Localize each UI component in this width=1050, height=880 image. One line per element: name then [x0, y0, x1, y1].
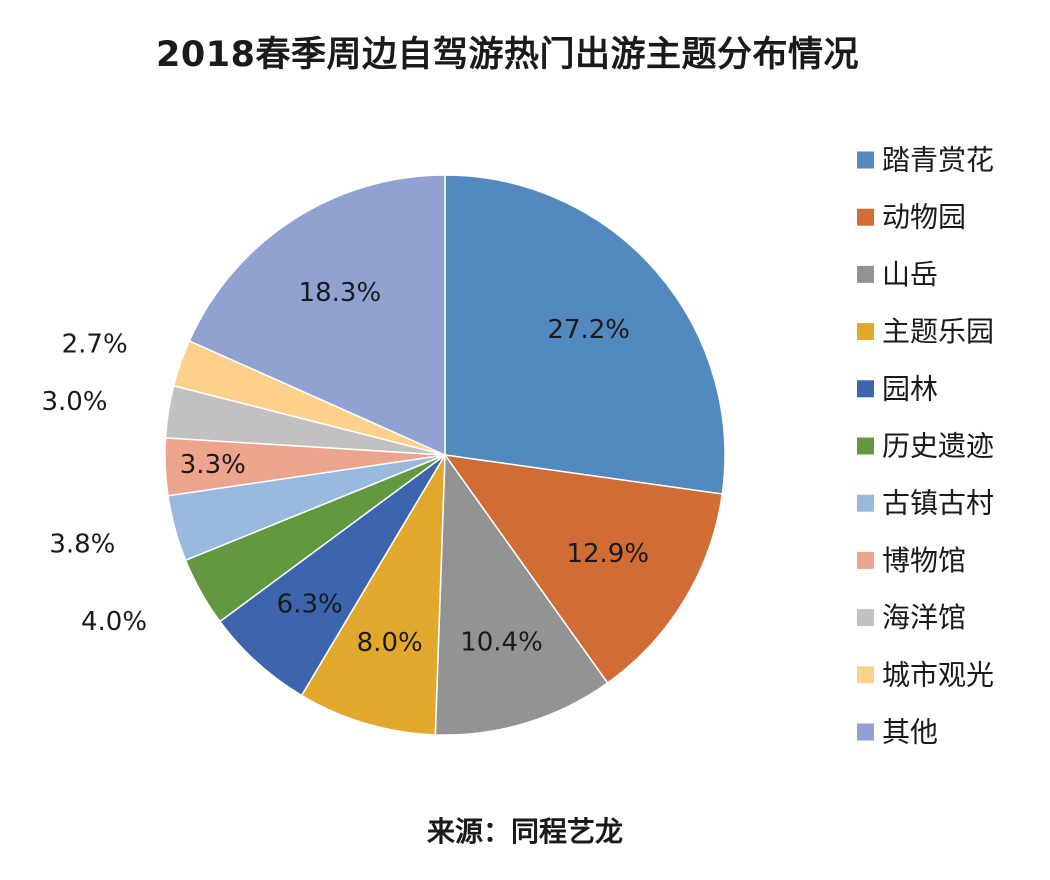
data-label-1: 27.2%	[547, 315, 630, 345]
legend-swatch-8	[857, 551, 874, 569]
legend-swatch-10	[857, 666, 874, 684]
data-label-3: 10.4%	[460, 628, 543, 658]
legend-label-9: 海洋馆	[882, 601, 966, 634]
legend-swatch-7	[857, 494, 874, 512]
data-label-6: 4.0%	[81, 607, 147, 637]
legend-swatch-3	[857, 265, 874, 283]
pie-slice-3	[434, 452, 609, 736]
legend-label-7: 古镇古村	[882, 487, 994, 520]
legend-swatch-1	[857, 151, 874, 169]
data-label-2: 12.9%	[566, 539, 649, 569]
data-label-11: 18.3%	[299, 278, 382, 308]
pie-data-labels: 27.2% 12.9% 10.4% 8.0% 6.3% 4.0% 3.8% 3.3% 3.0% 2…	[41, 278, 649, 658]
chart-source: 来源：同程艺龙	[426, 815, 623, 848]
legend-label-5: 园林	[882, 372, 938, 405]
legend-swatch-4	[857, 323, 874, 341]
legend-swatch-9	[857, 609, 874, 627]
pie-slice-11	[188, 174, 446, 457]
legend-label-4: 主题乐园	[882, 315, 994, 348]
legend-label-2: 动物园	[882, 201, 966, 234]
data-label-9: 3.0%	[41, 387, 107, 417]
pie-slice-4	[300, 454, 446, 736]
legend-swatch-11	[857, 723, 874, 741]
data-label-4: 8.0%	[357, 628, 423, 658]
pie-slice-2	[443, 454, 724, 685]
legend-label-1: 踏青赏花	[882, 144, 994, 177]
legend-label-10: 城市观光	[882, 658, 994, 691]
pie-slice-1	[444, 174, 726, 495]
pie-slices	[164, 174, 726, 736]
data-label-8: 3.3%	[180, 450, 246, 480]
legend-label-3: 山岳	[882, 258, 938, 291]
legend-label-6: 历史遗迹	[882, 430, 994, 463]
chart-title: 2018春季周边自驾游热门出游主题分布情况	[156, 35, 859, 75]
legend-label-11: 其他	[882, 716, 938, 749]
data-label-7: 3.8%	[49, 530, 115, 560]
legend-swatch-5	[857, 380, 874, 398]
data-label-5: 6.3%	[277, 589, 343, 619]
legend-swatch-6	[857, 437, 874, 455]
legend-label-8: 博物馆	[882, 544, 966, 577]
legend-swatch-2	[857, 208, 874, 226]
data-label-10: 2.7%	[62, 330, 128, 360]
